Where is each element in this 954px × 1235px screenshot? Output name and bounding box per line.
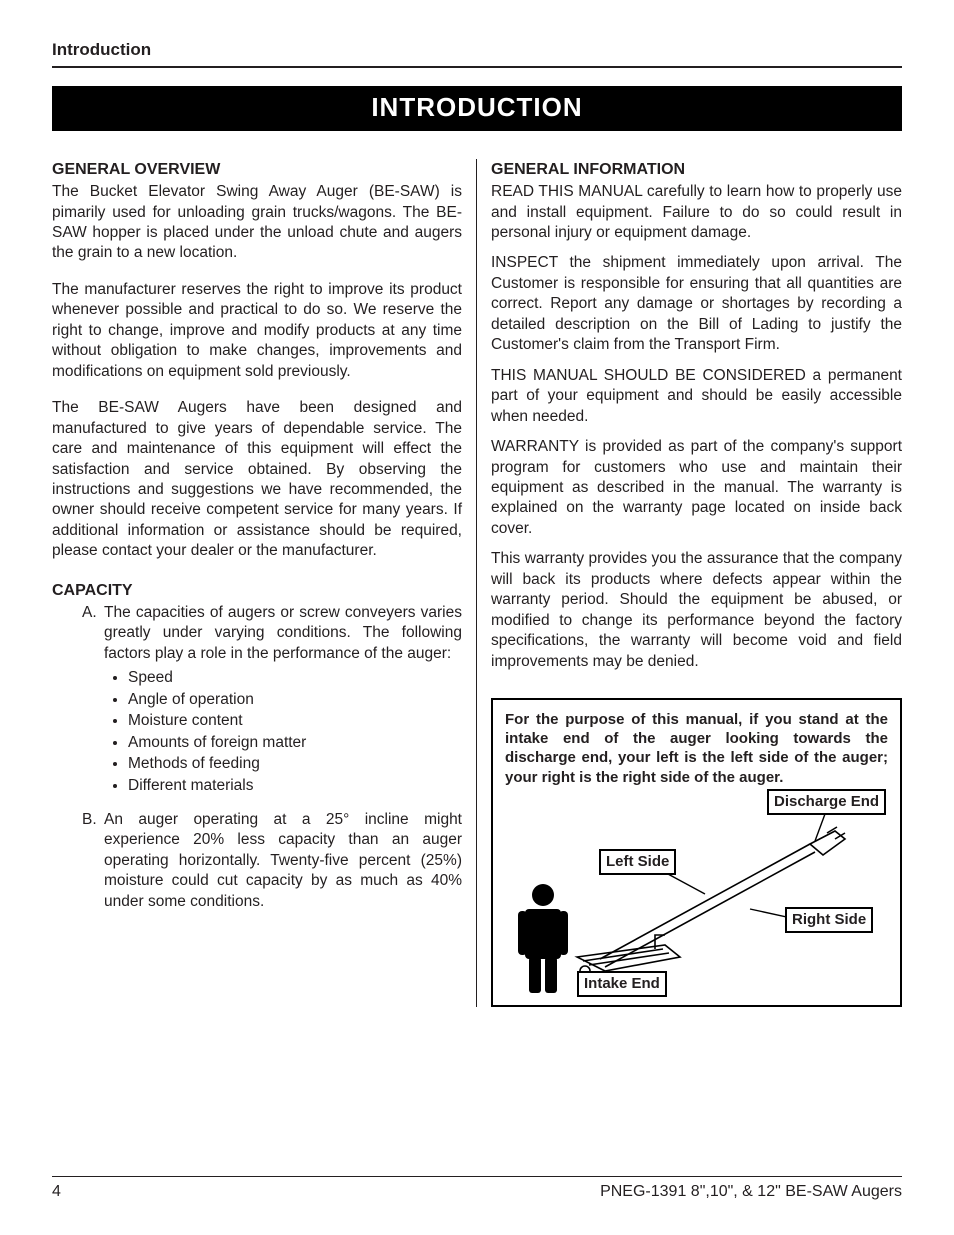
leader-lines [655, 814, 825, 921]
capacity-item-a: A. The capacities of augers or screw con… [82, 603, 462, 664]
section-banner: INTRODUCTION [52, 86, 902, 131]
running-head: Introduction [52, 40, 902, 60]
overview-p1: The Bucket Elevator Swing Away Auger (BE… [52, 182, 462, 264]
info-p3: THIS MANUAL SHOULD BE CONSIDERED a perma… [491, 366, 902, 427]
capacity-a-text: The capacities of augers or screw convey… [104, 603, 462, 664]
capacity-item-b: B. An auger operating at a 25° incline m… [82, 810, 462, 912]
footer-row: 4 PNEG-1391 8",10", & 12" BE-SAW Augers [52, 1183, 902, 1201]
capacity-letter-a: A. [82, 603, 104, 664]
left-column: GENERAL OVERVIEW The Bucket Elevator Swi… [52, 159, 477, 1007]
capacity-block: CAPACITY A. The capacities of augers or … [52, 580, 462, 912]
bullet-item: Different materials [128, 776, 462, 796]
bullet-item: Angle of operation [128, 690, 462, 710]
orientation-svg [505, 789, 885, 999]
info-p1: READ THIS MANUAL carefully to learn how … [491, 182, 902, 243]
label-discharge-end: Discharge End [767, 789, 886, 815]
two-column-body: GENERAL OVERVIEW The Bucket Elevator Swi… [52, 159, 902, 1007]
page-number: 4 [52, 1183, 61, 1201]
capacity-bullets: Speed Angle of operation Moisture conten… [128, 668, 462, 796]
page: Introduction INTRODUCTION GENERAL OVERVI… [0, 0, 954, 1235]
bullet-item: Speed [128, 668, 462, 688]
page-footer: 4 PNEG-1391 8",10", & 12" BE-SAW Augers [52, 1176, 902, 1201]
orientation-note-text: For the purpose of this manual, if you s… [505, 710, 888, 787]
capacity-list: A. The capacities of augers or screw con… [82, 603, 462, 912]
label-right-side: Right Side [785, 907, 873, 933]
info-p2: INSPECT the shipment immediately upon ar… [491, 253, 902, 355]
footer-rule [52, 1176, 902, 1177]
info-p4: WARRANTY is provided as part of the comp… [491, 437, 902, 539]
orientation-note-box: For the purpose of this manual, if you s… [491, 698, 902, 1007]
info-p5: This warranty provides you the assurance… [491, 549, 902, 672]
orientation-diagram: Discharge End Left Side Right Side Intak… [505, 789, 888, 999]
running-rule [52, 66, 902, 68]
overview-heading: GENERAL OVERVIEW [52, 159, 462, 180]
info-heading: GENERAL INFORMATION [491, 159, 902, 180]
bullet-item: Amounts of foreign matter [128, 733, 462, 753]
doc-id: PNEG-1391 8",10", & 12" BE-SAW Augers [600, 1183, 902, 1201]
capacity-letter-b: B. [82, 810, 104, 912]
bullet-item: Moisture content [128, 711, 462, 731]
overview-p2: The manufacturer reserves the right to i… [52, 280, 462, 382]
bullet-item: Methods of feeding [128, 754, 462, 774]
capacity-heading: CAPACITY [52, 580, 462, 601]
capacity-b-text: An auger operating at a 25° incline migh… [104, 810, 462, 912]
overview-p3: The BE-SAW Augers have been designed and… [52, 398, 462, 562]
person-icon [518, 884, 568, 993]
label-left-side: Left Side [599, 849, 676, 875]
right-column: GENERAL INFORMATION READ THIS MANUAL car… [477, 159, 902, 1007]
label-intake-end: Intake End [577, 971, 667, 997]
